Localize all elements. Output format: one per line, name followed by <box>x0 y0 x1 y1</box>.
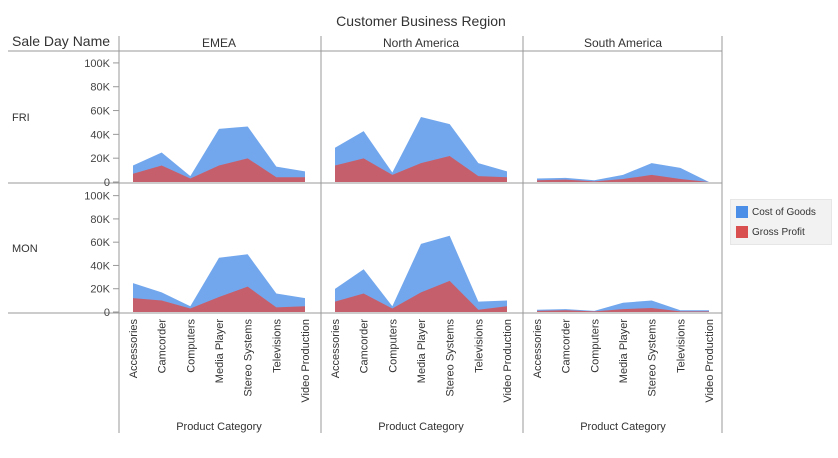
category-label-camcorder: Camcorder <box>157 319 169 374</box>
y-tick-label: 100K <box>84 191 110 203</box>
area-gross-profit-fri-north-america <box>335 156 507 182</box>
x-axis-title: Product Category <box>378 421 464 433</box>
category-label-stereo-systems: Stereo Systems <box>647 319 659 397</box>
category-label-accessories: Accessories <box>330 319 342 379</box>
legend-item-cost-of-goods: Cost of Goods <box>736 204 816 220</box>
area-gross-profit-mon-emea <box>133 286 305 312</box>
area-gross-profit-mon-south-america <box>537 307 709 312</box>
category-label-televisions: Televisions <box>271 319 283 373</box>
area-cost-of-goods-mon-north-america <box>335 235 507 312</box>
area-cost-of-goods-fri-north-america <box>335 117 507 182</box>
category-label-video-production: Video Production <box>502 319 514 403</box>
category-label-video-production: Video Production <box>300 319 312 403</box>
category-label-stereo-systems: Stereo Systems <box>243 319 255 397</box>
category-label-media-player: Media Player <box>416 319 428 384</box>
category-label-televisions: Televisions <box>473 319 485 373</box>
area-gross-profit-mon-north-america <box>335 280 507 312</box>
chart-body: EMEA North America South America FRI 100K 80K… <box>8 36 723 433</box>
column-header-south-america: South America <box>584 36 662 50</box>
category-label-computers: Computers <box>387 319 399 373</box>
category-label-video-production: Video Production <box>704 319 716 403</box>
category-label-media-player: Media Player <box>214 319 226 384</box>
y-tick-label: 80K <box>90 82 110 94</box>
legend-label-gross-profit: Gross Profit <box>752 226 805 238</box>
y-tick-label: 60K <box>90 106 110 118</box>
legend-label-cost-of-goods: Cost of Goods <box>752 206 816 218</box>
x-axis-title: Product Category <box>176 421 262 433</box>
y-tick-label: 60K <box>90 237 110 249</box>
row-label-mon: MON <box>12 243 38 255</box>
y-tick-label: 0 <box>104 307 110 319</box>
category-label-stereo-systems: Stereo Systems <box>445 319 457 397</box>
x-axis-title: Product Category <box>580 421 666 433</box>
area-gross-profit-fri-emea <box>133 158 305 182</box>
row-label-fri: FRI <box>12 112 30 124</box>
row-field-header: Sale Day Name <box>12 33 110 49</box>
y-tick-label: 20K <box>90 153 110 165</box>
category-label-camcorder: Camcorder <box>359 319 371 374</box>
column-header-emea: EMEA <box>202 36 236 50</box>
legend-item-gross-profit: Gross Profit <box>736 224 805 240</box>
category-label-accessories: Accessories <box>128 319 140 379</box>
legend: Cost of Goods Gross Profit <box>730 199 832 245</box>
chart-title: Customer Business Region <box>336 13 506 29</box>
column-header-north-america: North America <box>383 36 459 50</box>
category-label-televisions: Televisions <box>675 319 687 373</box>
legend-swatch-gross-profit <box>736 226 748 238</box>
legend-swatch-cost-of-goods <box>736 206 748 218</box>
y-tick-label: 80K <box>90 214 110 226</box>
y-tick-label: 40K <box>90 129 110 141</box>
category-label-computers: Computers <box>185 319 197 373</box>
category-label-accessories: Accessories <box>532 319 544 379</box>
category-label-camcorder: Camcorder <box>561 319 573 374</box>
y-tick-label: 40K <box>90 260 110 272</box>
y-tick-label: 100K <box>84 58 110 70</box>
area-gross-profit-fri-south-america <box>537 174 709 182</box>
y-tick-label: 0 <box>104 177 110 189</box>
y-tick-label: 20K <box>90 284 110 296</box>
area-cost-of-goods-mon-south-america <box>537 300 709 312</box>
category-label-computers: Computers <box>589 319 601 373</box>
category-label-media-player: Media Player <box>618 319 630 384</box>
